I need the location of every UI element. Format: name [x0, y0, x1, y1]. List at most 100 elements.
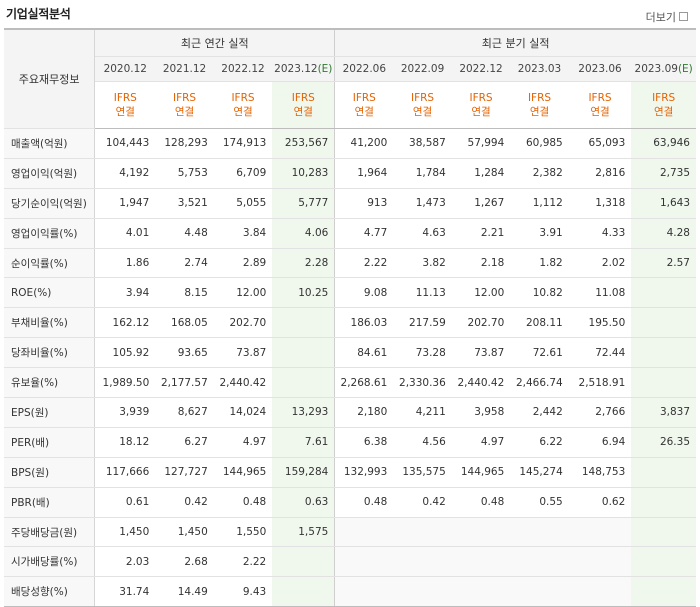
table-cell: 3.84 — [213, 218, 273, 249]
table-cell: 4.97 — [451, 427, 511, 458]
table-cell: 3,837 — [631, 397, 696, 428]
table-cell — [631, 337, 696, 369]
date-header: 2023.09(E) — [631, 56, 696, 82]
table-cell: 0.55 — [510, 487, 569, 518]
table-row: 유보율(%) 1,989.50 2,177.57 2,440.42 2,268.61 2,… — [4, 367, 696, 399]
table-cell — [451, 517, 511, 548]
annual-group-header: 최근 연간 실적 — [94, 28, 336, 57]
table-cell: 73.28 — [393, 337, 452, 369]
row-label: EPS(원) — [4, 397, 96, 428]
ifrs-line1: IFRS — [527, 92, 552, 104]
table-cell: 73.87 — [213, 337, 273, 369]
table-cell: 117,666 — [94, 457, 156, 488]
table-cell: 10,283 — [272, 158, 336, 189]
table-cell: 84.61 — [334, 337, 394, 369]
table-cell: 1.82 — [510, 248, 569, 279]
table-cell: 3,939 — [94, 397, 156, 428]
table-cell: 2.21 — [451, 218, 511, 249]
table-cell: 1,450 — [94, 517, 156, 548]
ifrs-line1: IFRS — [172, 92, 197, 104]
date-header: 2021.12 — [155, 56, 214, 82]
date-label: 2022.09 — [400, 63, 445, 75]
table-row: 매출액(억원) 104,443 128,293 174,913 253,567 41,20… — [4, 128, 696, 159]
table-cell: 2,382 — [510, 158, 569, 189]
date-header: 2022.09 — [393, 56, 452, 82]
table-cell: 208.11 — [510, 307, 569, 339]
table-row: ROE(%) 3.94 8.15 12.00 10.25 9.08 11.13 12.00 10… — [4, 277, 696, 309]
table-cell: 2,177.57 — [155, 367, 214, 399]
row-label: 매출액(억원) — [4, 128, 96, 159]
table-row: BPS(원) 117,666 127,727 144,965 159,284 132,99… — [4, 457, 696, 488]
table-cell — [272, 576, 336, 607]
table-cell — [631, 307, 696, 339]
table-cell: 0.48 — [334, 487, 394, 518]
date-header: 2022.12 — [213, 56, 273, 82]
table-cell: 13,293 — [272, 397, 336, 428]
table-cell: 11.08 — [568, 277, 632, 309]
row-label: 영업이익(억원) — [4, 158, 96, 189]
table-cell: 104,443 — [94, 128, 156, 159]
ifrs-label: IFRS 연결 — [451, 81, 511, 129]
table-cell: 73.87 — [451, 337, 511, 369]
ifrs-line1: IFRS — [410, 92, 435, 104]
table-cell: 12.00 — [213, 277, 273, 309]
ifrs-line1: IFRS — [469, 92, 493, 104]
ifrs-line2: 연결 — [590, 106, 610, 118]
table-cell: 9.08 — [334, 277, 394, 309]
table-cell — [631, 487, 696, 518]
table-cell: 186.03 — [334, 307, 394, 339]
table-cell: 3.94 — [94, 277, 156, 309]
table-cell: 145,274 — [510, 457, 569, 488]
section-header: 기업실적분석 더보기 — [0, 0, 700, 28]
table-cell — [631, 517, 696, 548]
table-cell: 913 — [334, 188, 394, 219]
table-cell: 0.62 — [568, 487, 632, 518]
table-cell: 5,055 — [213, 188, 273, 219]
table-cell: 1,473 — [393, 188, 452, 219]
row-label: 시가배당률(%) — [4, 546, 96, 578]
table-cell: 1,643 — [631, 188, 696, 219]
table-cell: 2.03 — [94, 546, 156, 578]
table-cell: 1,112 — [510, 188, 569, 219]
date-label: 2023.12 — [274, 63, 318, 75]
ifrs-line1: IFRS — [231, 92, 255, 104]
table-cell: 174,913 — [213, 128, 273, 159]
table-cell: 2,330.36 — [393, 367, 452, 399]
ifrs-line1: IFRS — [588, 92, 612, 104]
table-cell: 4.01 — [94, 218, 156, 249]
table-row: EPS(원) 3,939 8,627 14,024 13,293 2,180 4,211 3,… — [4, 397, 696, 428]
ifrs-label: IFRS 연결 — [568, 81, 632, 129]
table-cell: 2.22 — [334, 248, 394, 279]
date-header: 2023.06 — [568, 56, 632, 82]
table-cell: 3,958 — [451, 397, 511, 428]
key-header: 주요재무정보 — [4, 28, 96, 129]
table-cell: 4.56 — [393, 427, 452, 458]
table-cell: 2,466.74 — [510, 367, 569, 399]
table-row: PBR(배) 0.61 0.42 0.48 0.63 0.48 0.42 0.48 0.55 0.… — [4, 487, 696, 518]
table-cell: 132,993 — [334, 457, 394, 488]
table-cell: 93.65 — [155, 337, 214, 369]
table-cell: 11.13 — [393, 277, 452, 309]
quarter-group-header: 최근 분기 실적 — [334, 28, 696, 57]
table-cell: 8,627 — [155, 397, 214, 428]
table-cell: 3.82 — [393, 248, 452, 279]
table-cell: 135,575 — [393, 457, 452, 488]
table-cell: 5,777 — [272, 188, 336, 219]
table-cell: 128,293 — [155, 128, 214, 159]
table-cell: 57,994 — [451, 128, 511, 159]
table-row: 영업이익률(%) 4.01 4.48 3.84 4.06 4.77 4.63 2.21 3.91… — [4, 218, 696, 249]
table-cell — [568, 546, 632, 578]
table-cell: 7.61 — [272, 427, 336, 458]
table-cell: 2,180 — [334, 397, 394, 428]
table-cell: 2,766 — [568, 397, 632, 428]
table-cell: 0.48 — [213, 487, 273, 518]
date-label: 2023.03 — [517, 63, 562, 75]
table-cell: 26.35 — [631, 427, 696, 458]
table-cell — [272, 367, 336, 399]
more-link[interactable]: 더보기 — [646, 9, 688, 25]
table-cell: 6,709 — [213, 158, 273, 189]
ifrs-line1: IFRS — [352, 92, 376, 104]
table-cell: 2.02 — [568, 248, 632, 279]
table-row: 당기순이익(억원) 1,947 3,521 5,055 5,777 913 1,473 1,2… — [4, 188, 696, 219]
date-label: 2022.12 — [459, 63, 503, 75]
